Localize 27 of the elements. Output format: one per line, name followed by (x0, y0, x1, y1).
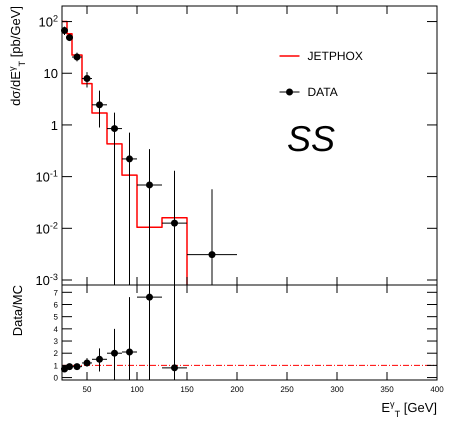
x-tick-label: 200 (230, 385, 244, 394)
y-tick-label: 10$^{-3}$ (35, 272, 58, 288)
x-tick-label: 400 (430, 385, 444, 394)
y-tick-label: 2 (54, 349, 59, 358)
y-tick-label: 7 (54, 288, 59, 298)
y-tick-label: 5 (54, 312, 59, 322)
x-tick-label: 50 (82, 385, 92, 394)
x-tick-label: 100 (130, 385, 144, 394)
y-tick-label: 10$^{-1}$ (35, 168, 58, 185)
legend-label: JETPHOX (308, 49, 363, 63)
x-tick-label: 250 (280, 385, 294, 394)
annotation: SS (287, 118, 336, 159)
y-tick-label: 0 (54, 374, 59, 383)
legend-label: DATA (308, 85, 338, 99)
x-tick-label: 150 (180, 385, 194, 394)
x-tick-label: 300 (330, 385, 344, 394)
y-tick-label: 1 (54, 361, 59, 370)
x-tick-label: 350 (380, 385, 394, 394)
y-tick-label: 1 (50, 118, 58, 133)
y-tick-label: 3 (54, 337, 59, 346)
y-tick-label: 10 (44, 66, 58, 82)
y-tick-label: 10$^{-2}$ (35, 220, 58, 236)
y-tick-label: 10$^{2}$ (38, 14, 58, 30)
y-axis-title: Data/MC (10, 285, 25, 336)
x-axis-title: E$^{γ}$$_{T}$ [GeV] (381, 399, 437, 419)
y-tick-label: 6 (54, 300, 59, 310)
y-tick-label: 4 (54, 324, 59, 334)
